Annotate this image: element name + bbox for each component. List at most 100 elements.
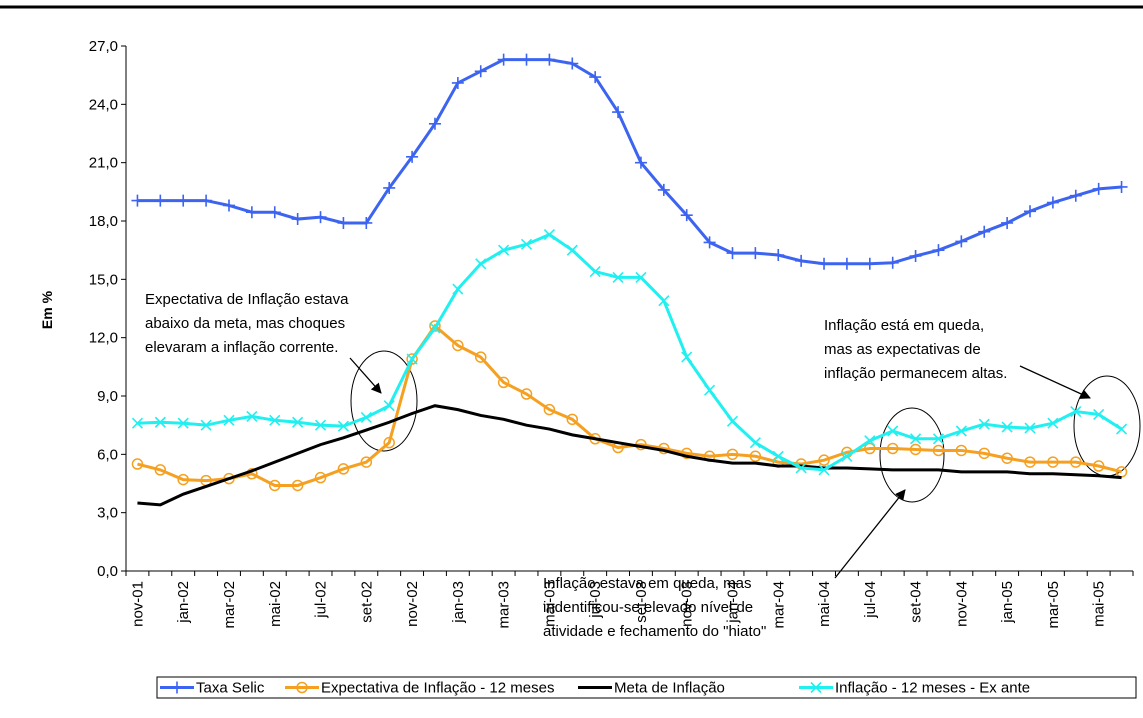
point: [634, 156, 647, 169]
point: [909, 250, 922, 262]
y-tick-label: 3,0: [97, 505, 118, 522]
point: [497, 53, 510, 66]
point: [657, 183, 670, 196]
point: [772, 249, 785, 262]
point: [292, 416, 304, 428]
point: [543, 53, 556, 66]
x-tick-label: mar-03: [496, 581, 513, 629]
point: [978, 418, 990, 430]
x-tick-label: jan-04: [724, 581, 741, 624]
x-tick-label: mar-05: [1045, 581, 1062, 629]
point: [1047, 417, 1059, 429]
point: [314, 211, 327, 224]
point: [360, 456, 373, 468]
annotation-text: Expectativa de Inflação estava: [145, 291, 349, 308]
point: [589, 265, 601, 278]
point: [177, 194, 190, 207]
annotation-text: mas as expectativas de: [824, 341, 981, 358]
y-axis-label: Em %: [39, 290, 55, 329]
point: [200, 419, 212, 431]
point: [269, 479, 281, 492]
point: [1070, 405, 1082, 418]
x-tick-label: set-03: [633, 581, 650, 623]
x-tick-label: nov-03: [679, 581, 696, 627]
point: [818, 454, 830, 466]
point: [795, 462, 807, 474]
legend-label: Inflação - 12 meses - Ex ante: [835, 680, 1030, 697]
point: [1001, 421, 1013, 433]
y-tick-label: 9,0: [97, 388, 118, 405]
series-line: [137, 404, 1122, 507]
point: [337, 463, 350, 475]
point: [177, 473, 189, 486]
annotation-text: inflação permanecem altas.: [824, 365, 1007, 382]
point: [291, 213, 304, 226]
point: [314, 471, 327, 484]
point: [475, 258, 487, 270]
x-tick-label: jan-02: [175, 581, 192, 624]
legend-marker: [810, 681, 822, 694]
point: [886, 256, 899, 269]
point: [726, 415, 739, 427]
point: [1024, 205, 1037, 218]
point: [589, 71, 602, 84]
point: [566, 57, 579, 70]
series-line: [137, 58, 1122, 266]
point: [131, 194, 144, 207]
annotation-text: Inflação está em queda,: [824, 317, 984, 334]
point: [222, 199, 235, 212]
point: [1093, 408, 1105, 421]
point: [955, 444, 968, 457]
point: [154, 464, 167, 476]
point: [680, 209, 693, 222]
point: [520, 388, 533, 400]
point: [429, 322, 441, 334]
point: [1001, 452, 1013, 464]
point: [154, 194, 167, 207]
x-tick-label: jul-02: [313, 581, 330, 619]
point: [910, 433, 922, 445]
highlight-ellipse: [879, 407, 945, 503]
point: [749, 450, 762, 463]
point: [680, 447, 693, 460]
point: [428, 117, 441, 130]
y-tick-label: 6,0: [97, 446, 118, 463]
point: [131, 458, 144, 470]
x-tick-label: jul-03: [587, 581, 604, 619]
point: [406, 353, 418, 365]
point: [704, 384, 716, 396]
point: [864, 442, 876, 455]
point: [406, 150, 419, 163]
point: [497, 376, 510, 389]
point: [932, 444, 945, 457]
y-tick-label: 24,0: [89, 96, 118, 113]
point: [383, 436, 395, 449]
y-tick-label: 21,0: [89, 155, 118, 172]
annotation-text: abaixo da meta, mas choques: [145, 315, 345, 332]
point: [1001, 216, 1014, 229]
annotation-text: Inflação estava em queda, mas: [543, 575, 751, 592]
point: [726, 247, 739, 260]
x-tick-label: jan-03: [450, 581, 467, 624]
x-tick-label: jan-05: [999, 581, 1016, 624]
x-tick-label: set-04: [908, 581, 925, 623]
point: [818, 464, 830, 476]
point: [291, 479, 304, 492]
point: [932, 433, 945, 445]
point: [726, 448, 739, 461]
point: [429, 320, 441, 332]
point: [932, 244, 945, 257]
point: [223, 414, 235, 426]
legend-marker: [296, 681, 308, 694]
point: [520, 238, 533, 250]
annotation-text: elevaram a inflação corrente.: [145, 339, 338, 356]
point: [1069, 189, 1082, 202]
x-tick-label: mar-02: [221, 581, 238, 629]
point: [451, 76, 464, 89]
point: [978, 447, 990, 460]
point: [520, 53, 533, 66]
point: [886, 442, 899, 455]
point: [360, 216, 373, 229]
point: [955, 235, 968, 248]
